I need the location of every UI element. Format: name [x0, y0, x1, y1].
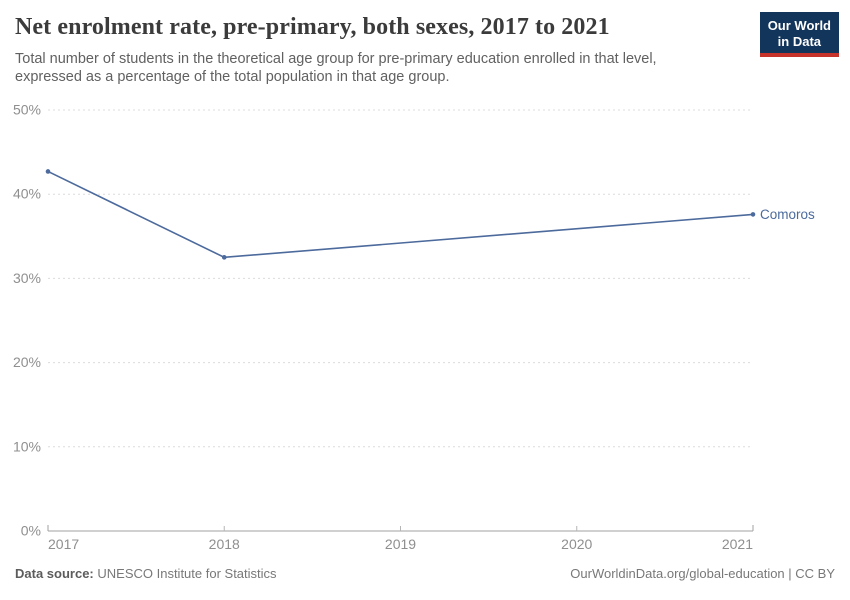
- data-point-marker: [221, 255, 227, 260]
- chart-subtitle: Total number of students in the theoreti…: [15, 50, 657, 86]
- data-source-text: UNESCO Institute for Statistics: [97, 566, 277, 581]
- series-entity-label[interactable]: Comoros: [760, 207, 815, 222]
- y-axis-tick-label: 10%: [13, 438, 41, 454]
- x-axis-tick-label: 2019: [385, 536, 416, 552]
- data-source-label: Data source:: [15, 566, 94, 581]
- x-axis-tick-label: 2017: [48, 536, 79, 552]
- chart-header: Net enrolment rate, pre-primary, both se…: [15, 14, 775, 87]
- data-source-note: Data source: UNESCO Institute for Statis…: [15, 566, 277, 581]
- data-point-marker: [750, 212, 756, 217]
- y-axis-tick-label: 30%: [13, 270, 41, 286]
- y-axis-tick-label: 50%: [13, 102, 41, 118]
- x-axis-tick-label: 2021: [722, 536, 753, 552]
- chart-title: Net enrolment rate, pre-primary, both se…: [15, 14, 610, 40]
- y-axis-tick-label: 20%: [13, 354, 41, 370]
- y-axis-tick-label: 0%: [21, 523, 41, 539]
- owid-logo: Our World in Data: [759, 12, 839, 58]
- y-axis-tick-label: 40%: [13, 186, 41, 202]
- series-line: [47, 170, 754, 259]
- x-axis-tick-label: 2018: [209, 536, 240, 552]
- data-point-marker: [45, 169, 51, 174]
- attribution-link[interactable]: OurWorldinData.org/global-education | CC…: [570, 566, 835, 581]
- chart-footer: Data source: UNESCO Institute for Statis…: [15, 566, 835, 581]
- owid-logo-line1: Our World: [767, 18, 831, 33]
- x-axis-tick-label: 2020: [561, 536, 592, 552]
- line-chart-svg: 0% 10% 20% 30% 40% 50% 2017 2018 2019 2020 2021 Com…: [13, 102, 815, 553]
- owid-logo-line2: in Data: [777, 33, 822, 49]
- chart-plot-area: 0% 10% 20% 30% 40% 50% 2017 2018 2019 2020 2021 Com…: [0, 100, 850, 560]
